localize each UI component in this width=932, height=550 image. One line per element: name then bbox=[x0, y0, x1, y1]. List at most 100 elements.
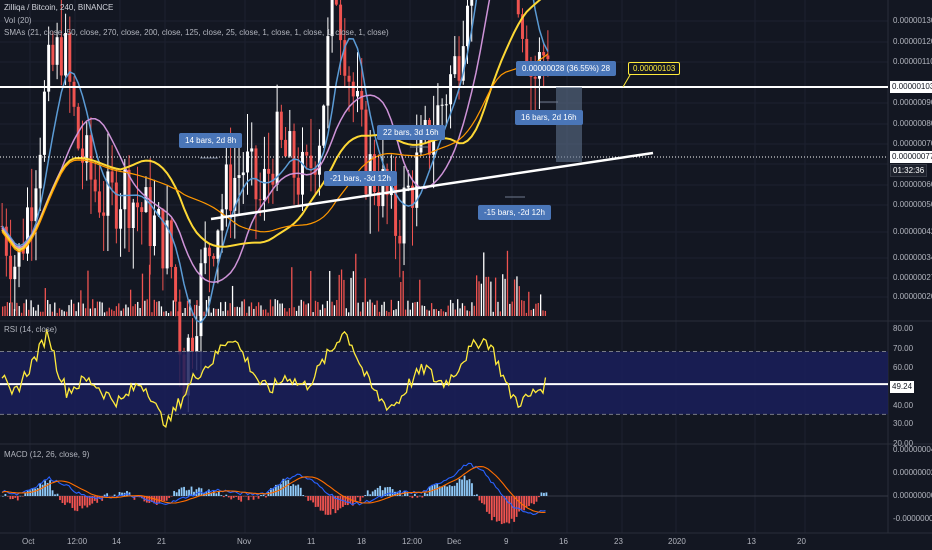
volume-bar bbox=[321, 304, 324, 316]
price-tick-label: 0.00000080 bbox=[893, 119, 932, 128]
volume-bar bbox=[468, 311, 471, 316]
volume-bar bbox=[433, 309, 435, 316]
macd-histogram-bar bbox=[175, 492, 178, 496]
volume-bars bbox=[2, 250, 547, 316]
volume-bar bbox=[317, 301, 319, 316]
volume-bar bbox=[421, 305, 423, 316]
volume-legend[interactable]: Vol (20) bbox=[4, 16, 32, 25]
volume-bar bbox=[127, 307, 129, 316]
volume-bar bbox=[293, 307, 295, 316]
macd-histogram-bar bbox=[466, 480, 468, 496]
macd-histogram-bar bbox=[468, 479, 471, 496]
volume-bar bbox=[362, 302, 364, 316]
macd-histogram-bar bbox=[4, 493, 7, 496]
time-tick-label: 2020 bbox=[668, 537, 686, 546]
rsi-line bbox=[1, 329, 547, 429]
macd-histogram-bar bbox=[312, 496, 315, 503]
volume-bar bbox=[193, 304, 196, 316]
volume-bar bbox=[310, 270, 312, 316]
macd-histogram-bar bbox=[384, 487, 386, 496]
price-range-note[interactable]: 0.00000028 (36.55%) 28 bbox=[516, 61, 617, 76]
macd-histogram-bar bbox=[212, 491, 215, 496]
macd-histogram-bar bbox=[148, 496, 151, 503]
sma-legend[interactable]: SMAs (21, close, 50, close, 270, close, … bbox=[4, 28, 389, 37]
volume-bar bbox=[487, 276, 490, 316]
measure-note-3[interactable]: -21 bars, -3d 12h bbox=[324, 171, 397, 186]
macd-histogram-bar bbox=[180, 487, 183, 496]
volume-bar bbox=[106, 311, 108, 316]
candle-body bbox=[42, 91, 46, 155]
macd-tick-label: 0.00000004 bbox=[893, 445, 932, 454]
macd-histogram-bar bbox=[473, 494, 476, 496]
time-tick-label: 16 bbox=[559, 537, 568, 546]
macd-histogram-bar bbox=[448, 485, 451, 496]
macd-histogram-bar bbox=[113, 494, 116, 496]
candle-body bbox=[203, 247, 207, 264]
time-tick-label: 21 bbox=[157, 537, 166, 546]
volume-bar bbox=[393, 310, 395, 316]
target-price-tag[interactable]: 0.00000103 bbox=[628, 62, 681, 75]
macd-histogram-bar bbox=[257, 496, 260, 499]
macd-histogram-bar bbox=[195, 489, 198, 496]
macd-histogram-bar bbox=[235, 496, 238, 497]
volume-bar bbox=[170, 311, 172, 316]
volume-bar bbox=[229, 303, 231, 316]
macd-histogram-bar bbox=[515, 496, 518, 517]
volume-bar bbox=[284, 308, 286, 316]
volume-bar bbox=[203, 311, 205, 316]
candle-body bbox=[106, 171, 110, 216]
measure-note-4[interactable]: 16 bars, 2d 16h bbox=[515, 110, 583, 125]
price-tick-label: 0.00000090 bbox=[893, 98, 932, 107]
macd-histogram-bar bbox=[69, 496, 71, 504]
macd-histogram-bar bbox=[36, 488, 39, 496]
measure-note-2[interactable]: 22 bars, 3d 16h bbox=[377, 125, 445, 140]
volume-bar bbox=[326, 300, 328, 316]
candle-body bbox=[546, 55, 550, 60]
candle-body bbox=[93, 179, 97, 192]
candle-body bbox=[470, 0, 474, 6]
volume-bar bbox=[13, 309, 16, 316]
macd-histogram-bar bbox=[287, 479, 290, 496]
macd-histogram-bar bbox=[215, 493, 218, 496]
candle-body bbox=[47, 44, 51, 92]
rsi-legend[interactable]: RSI (14, close) bbox=[4, 325, 57, 334]
volume-bar bbox=[198, 305, 201, 316]
volume-bar bbox=[58, 308, 61, 316]
candle-body bbox=[381, 168, 385, 207]
volume-bar bbox=[184, 308, 186, 316]
macd-histogram-bar bbox=[220, 495, 223, 496]
volume-bar bbox=[63, 311, 65, 316]
volume-bar bbox=[250, 302, 253, 316]
macd-histogram-bar bbox=[309, 496, 312, 501]
measure-note-1[interactable]: 14 bars, 2d 8h bbox=[179, 133, 243, 148]
macd-histogram-bar bbox=[438, 486, 441, 496]
volume-bar bbox=[255, 306, 257, 316]
volume-bar bbox=[483, 252, 485, 316]
macd-histogram-bar bbox=[73, 496, 76, 511]
volume-bar bbox=[454, 309, 456, 316]
macd-histogram-bar bbox=[86, 496, 89, 508]
volume-bar bbox=[324, 308, 326, 316]
macd-histogram-bar bbox=[540, 492, 543, 496]
candle-body bbox=[85, 135, 89, 163]
time-tick-label: Nov bbox=[237, 537, 252, 546]
macd-histogram-bar bbox=[441, 487, 444, 496]
current-price-badge: 0.00000077 bbox=[890, 151, 932, 163]
candle-body bbox=[55, 37, 59, 65]
macd-histogram-bar bbox=[488, 496, 491, 514]
volume-bar bbox=[532, 308, 535, 316]
volume-bar bbox=[139, 308, 141, 316]
time-tick-label: 9 bbox=[504, 537, 509, 546]
symbol-title[interactable]: Zilliqa / Bitcoin, 240, BINANCE bbox=[4, 3, 114, 12]
macd-histogram-bar bbox=[24, 493, 27, 496]
candle-body bbox=[432, 135, 436, 155]
macd-histogram-bar bbox=[91, 496, 94, 504]
measure-note-5[interactable]: -15 bars, -2d 12h bbox=[478, 205, 551, 220]
candle-body bbox=[406, 185, 410, 188]
macd-legend[interactable]: MACD (12, 26, close, 9) bbox=[4, 450, 90, 459]
volume-bar bbox=[2, 306, 4, 316]
volume-bar bbox=[302, 301, 305, 316]
macd-histogram-bar bbox=[426, 493, 429, 496]
volume-bar bbox=[239, 307, 241, 316]
